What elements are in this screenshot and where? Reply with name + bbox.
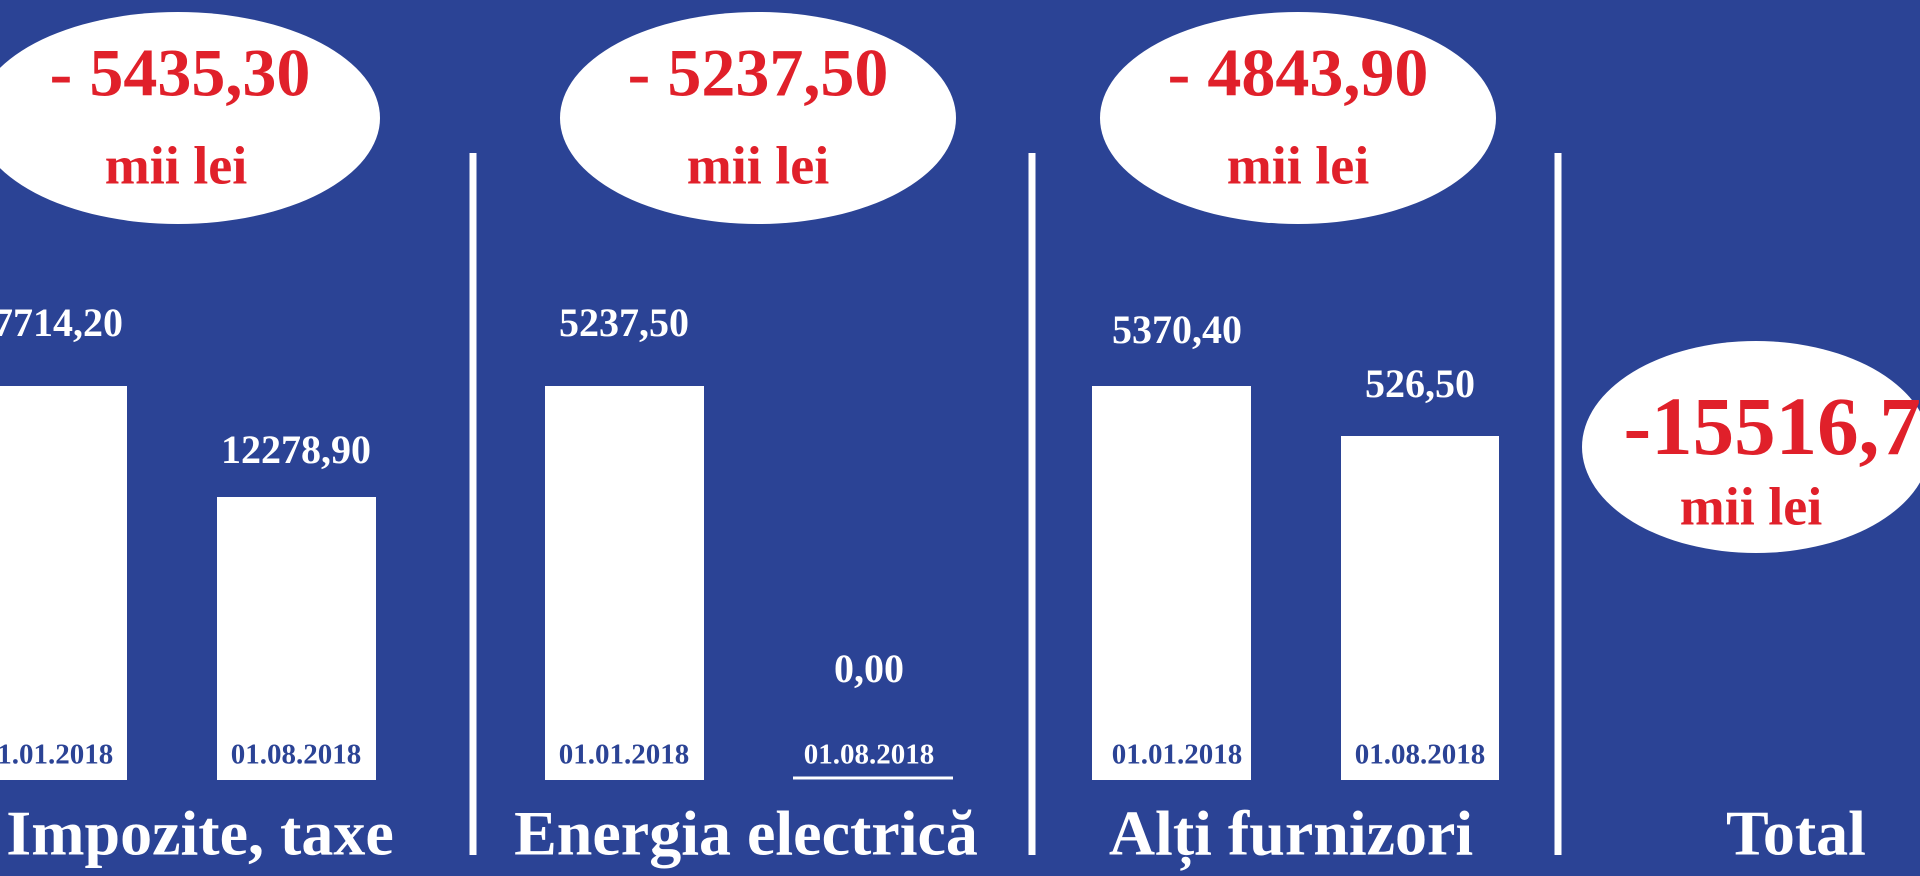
bar-value: 526,50 bbox=[1365, 361, 1475, 406]
unit: mii lei bbox=[1227, 135, 1369, 195]
bar-date: 01.01.2018 bbox=[559, 739, 690, 771]
bar-date: 01.08.2018 bbox=[231, 739, 362, 771]
difference: - 4843,90 bbox=[1168, 35, 1429, 111]
bar bbox=[1092, 386, 1251, 780]
panel-title: Alți furnizori bbox=[1109, 798, 1473, 872]
panel: - 4843,90 mii lei 5370,40 01.01.2018 526… bbox=[1092, 12, 1499, 872]
panel: - 5237,50 mii lei 5237,50 01.01.2018 0,0… bbox=[514, 12, 978, 869]
total-difference: -15516,70 bbox=[1624, 380, 1920, 472]
difference-oval bbox=[1100, 12, 1496, 224]
total-panel: -15516,70 mii lei Total bbox=[1582, 341, 1920, 869]
difference: - 5435,30 bbox=[50, 35, 311, 111]
bar-value: 17714,20 bbox=[0, 300, 123, 345]
bar-date: 01.01.2018 bbox=[0, 739, 113, 771]
total-unit: mii lei bbox=[1680, 476, 1822, 536]
panel: - 5435,30 mii lei 17714,20 01.01.2018 12… bbox=[0, 12, 394, 869]
bar-value: 0,00 bbox=[834, 646, 904, 691]
difference: - 5237,50 bbox=[628, 35, 889, 111]
panel-title: Energia electrică bbox=[514, 798, 978, 869]
bar bbox=[0, 386, 127, 780]
bar-value: 5370,40 bbox=[1112, 307, 1242, 352]
bar-date: 01.08.2018 bbox=[804, 739, 935, 771]
unit: mii lei bbox=[105, 135, 247, 195]
bar-value: 12278,90 bbox=[221, 427, 371, 472]
panel-title: Impozite, taxe bbox=[6, 798, 393, 869]
difference-oval bbox=[560, 12, 956, 224]
bar-value: 5237,50 bbox=[559, 300, 689, 345]
total-oval bbox=[1582, 341, 1920, 553]
bar bbox=[545, 386, 704, 780]
bar bbox=[1341, 436, 1499, 780]
total-title: Total bbox=[1726, 798, 1866, 869]
bar-date: 01.01.2018 bbox=[1112, 739, 1243, 771]
unit: mii lei bbox=[687, 135, 829, 195]
bar-date: 01.08.2018 bbox=[1355, 739, 1486, 771]
bar bbox=[217, 497, 376, 780]
difference-oval bbox=[0, 12, 380, 224]
